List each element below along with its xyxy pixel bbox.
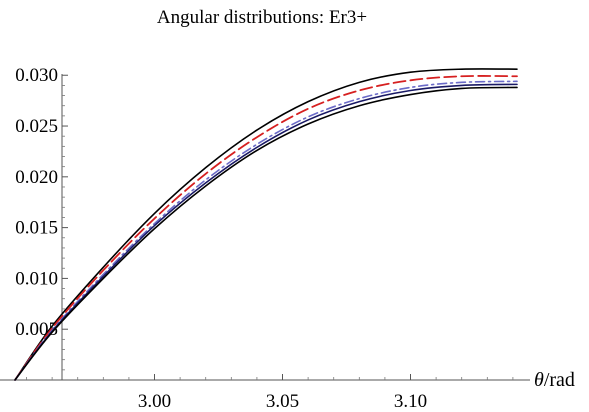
x-axis-label: θ/rad bbox=[534, 369, 575, 391]
x-tick-label: 3.00 bbox=[138, 391, 171, 412]
y-tick-label: 0.025 bbox=[15, 116, 58, 137]
x-axis-label-unit: /rad bbox=[544, 369, 575, 391]
y-tick-label: 0.030 bbox=[15, 65, 58, 86]
y-tick-label: 0.020 bbox=[15, 167, 58, 188]
series-line-4 bbox=[14, 83, 518, 381]
series-line-3 bbox=[14, 80, 518, 381]
x-ticks: 3.00 3.05 3.10 bbox=[26, 374, 514, 412]
x-tick-label: 3.05 bbox=[266, 391, 299, 412]
series-layer bbox=[14, 68, 518, 381]
series-line-5 bbox=[14, 86, 518, 381]
series-line-1 bbox=[14, 68, 518, 381]
axes bbox=[0, 74, 530, 381]
x-tick-label: 3.10 bbox=[394, 391, 427, 412]
y-tick-label: 0.010 bbox=[15, 268, 58, 289]
y-tick-label: 0.015 bbox=[15, 218, 58, 239]
series-line-2 bbox=[14, 75, 518, 381]
chart-title: Angular distributions: Er3+ bbox=[157, 7, 367, 28]
x-axis-label-symbol: θ bbox=[534, 369, 544, 391]
